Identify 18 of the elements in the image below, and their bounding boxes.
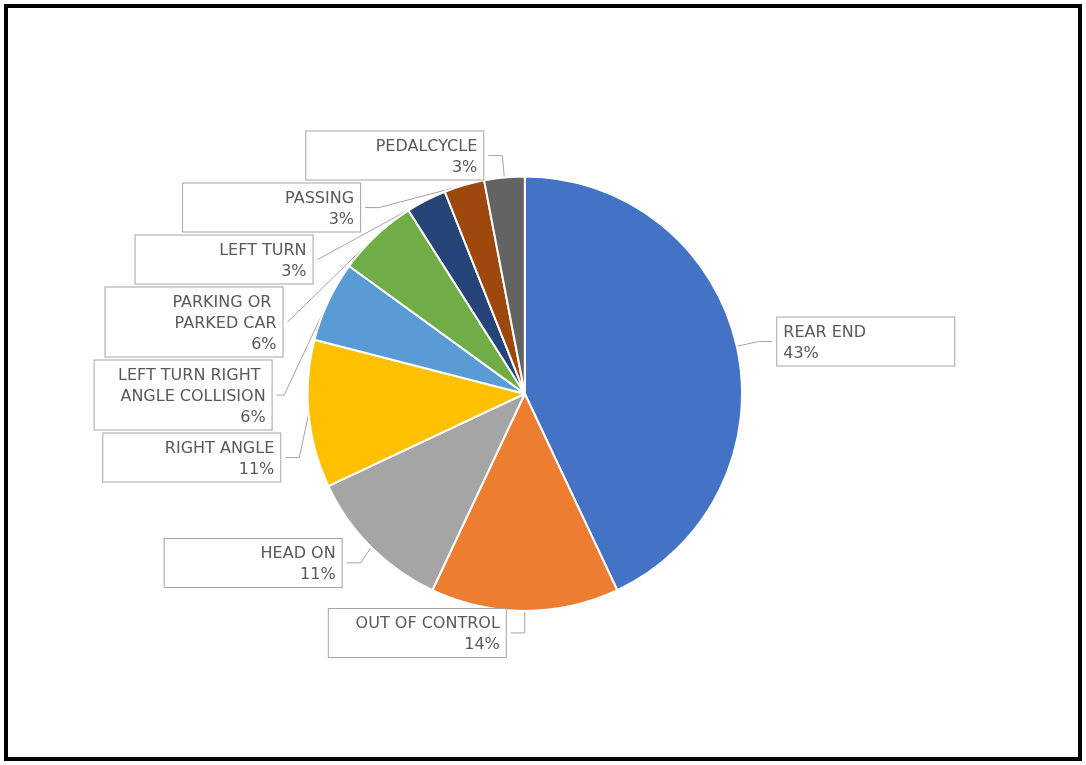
slice-label: LEFT TURN RIGHT ANGLE COLLISION [118, 364, 266, 405]
data-label: 3% [451, 156, 478, 176]
data-label: 6% [240, 406, 266, 426]
data-label: 11% [238, 458, 275, 478]
data-label: 14% [464, 633, 500, 653]
slice-label: PASSING [285, 187, 355, 207]
slice-label: LEFT TURN [219, 239, 307, 259]
slice-label: HEAD ON [260, 542, 336, 562]
data-label: 6% [251, 333, 277, 353]
data-label: 3% [328, 208, 355, 228]
data-label: 3% [281, 260, 307, 280]
data-label: 11% [300, 563, 336, 583]
slice-label: PARKING OR PARKED CAR [172, 291, 277, 332]
slice-label: OUT OF CONTROL [355, 612, 500, 632]
slice-label: PEDALCYCLE [375, 135, 478, 155]
data-label: 43% [783, 342, 819, 362]
slice-label: RIGHT ANGLE [164, 437, 275, 457]
slice-label: REAR END [783, 321, 867, 341]
